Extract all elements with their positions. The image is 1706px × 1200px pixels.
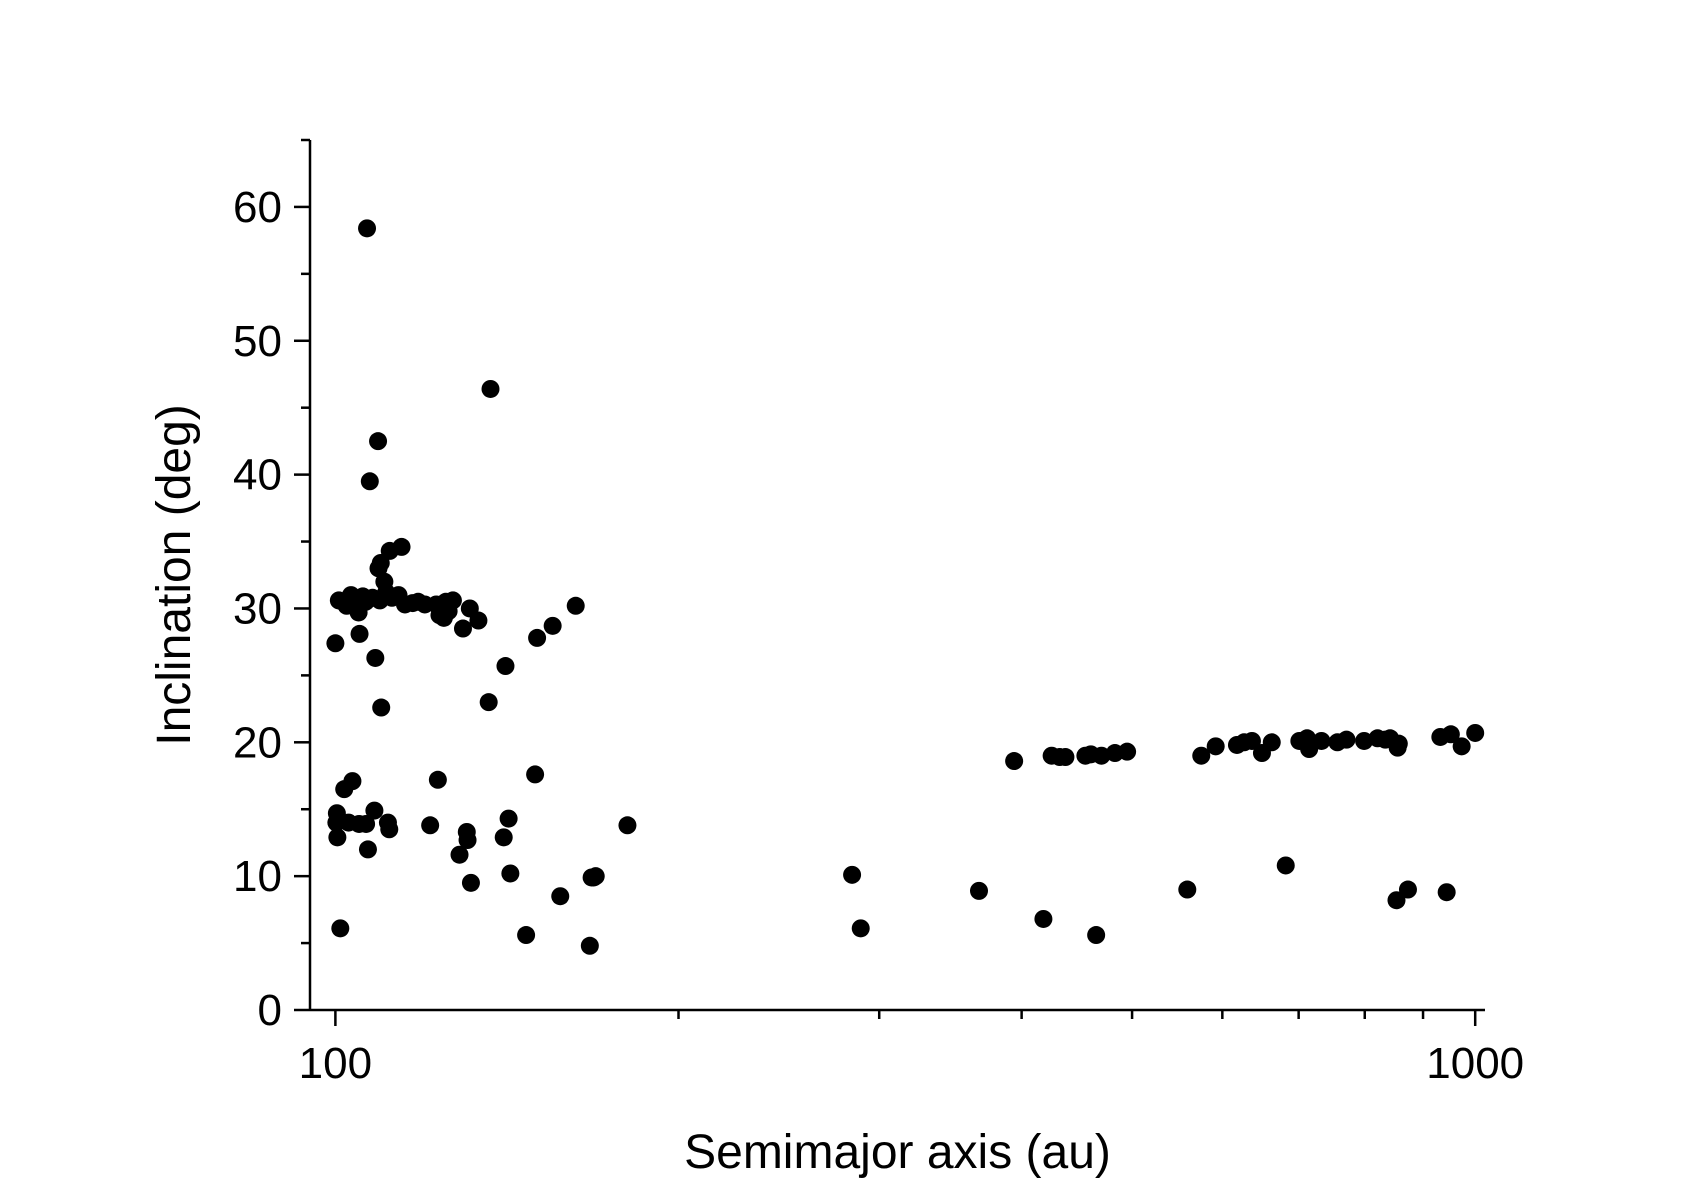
data-point bbox=[566, 596, 585, 615]
data-point bbox=[479, 693, 498, 712]
data-point bbox=[1034, 909, 1053, 928]
data-point bbox=[1337, 730, 1356, 749]
data-point bbox=[461, 873, 480, 892]
data-point bbox=[360, 472, 379, 491]
data-point bbox=[528, 628, 547, 647]
y-tick-label: 40 bbox=[233, 451, 282, 500]
data-point bbox=[580, 936, 599, 955]
data-point bbox=[1206, 737, 1225, 756]
y-tick-label: 60 bbox=[233, 183, 282, 232]
data-point bbox=[501, 864, 520, 883]
data-point bbox=[366, 648, 385, 667]
data-point bbox=[1312, 731, 1331, 750]
data-point bbox=[1092, 746, 1111, 765]
x-axis-title: Semimajor axis (au) bbox=[684, 1126, 1111, 1179]
data-point bbox=[517, 926, 536, 945]
data-point bbox=[443, 591, 462, 610]
data-point bbox=[358, 219, 377, 238]
data-point bbox=[551, 887, 570, 906]
data-point bbox=[1452, 737, 1471, 756]
y-tick-label: 30 bbox=[233, 584, 282, 633]
data-point bbox=[328, 828, 347, 847]
data-point bbox=[1242, 731, 1261, 750]
data-point bbox=[331, 919, 350, 938]
data-point bbox=[481, 379, 500, 398]
data-point bbox=[343, 772, 362, 791]
data-point bbox=[1437, 883, 1456, 902]
data-point bbox=[1192, 746, 1211, 765]
data-point bbox=[1262, 733, 1281, 752]
data-point bbox=[357, 814, 376, 833]
data-point bbox=[428, 770, 447, 789]
axes: 0 10 20 30 40 50 60 100 1000 bbox=[233, 138, 1524, 1088]
data-points bbox=[326, 219, 1485, 955]
data-point bbox=[1389, 734, 1408, 753]
data-point bbox=[1087, 926, 1106, 945]
data-point bbox=[450, 845, 469, 864]
data-point bbox=[350, 624, 369, 643]
data-point bbox=[1387, 891, 1406, 910]
data-point bbox=[618, 816, 637, 835]
data-point bbox=[586, 867, 605, 886]
data-point bbox=[372, 698, 391, 717]
data-point bbox=[453, 619, 472, 638]
data-point bbox=[365, 801, 384, 820]
data-point bbox=[1276, 856, 1295, 875]
data-point bbox=[1466, 723, 1485, 742]
data-point bbox=[1398, 880, 1417, 899]
data-point bbox=[369, 432, 388, 451]
data-point bbox=[1441, 725, 1460, 744]
tick-labels: 0 10 20 30 40 50 60 100 1000 bbox=[233, 183, 1524, 1088]
data-point bbox=[1355, 731, 1374, 750]
x-tick-label: 100 bbox=[299, 1039, 372, 1088]
data-point bbox=[1056, 748, 1075, 767]
data-point bbox=[494, 828, 513, 847]
y-tick-label: 10 bbox=[233, 852, 282, 901]
data-point bbox=[526, 765, 545, 784]
y-tick-label: 20 bbox=[233, 718, 282, 767]
data-point bbox=[499, 809, 518, 828]
y-tick-label: 50 bbox=[233, 317, 282, 366]
data-point bbox=[358, 840, 377, 859]
axis-ticks bbox=[294, 138, 1477, 1026]
data-point bbox=[543, 616, 562, 635]
data-point bbox=[851, 919, 870, 938]
y-tick-label: 0 bbox=[258, 986, 282, 1035]
data-point bbox=[970, 881, 989, 900]
data-point bbox=[1005, 752, 1024, 771]
y-axis-title: Inclination (deg) bbox=[148, 404, 201, 746]
data-point bbox=[1178, 880, 1197, 899]
data-point bbox=[458, 831, 477, 850]
data-point bbox=[1118, 742, 1137, 761]
data-point bbox=[326, 634, 345, 653]
data-point bbox=[469, 611, 488, 630]
data-point bbox=[392, 537, 411, 556]
data-point bbox=[421, 816, 440, 835]
data-point bbox=[380, 820, 399, 839]
data-point bbox=[843, 865, 862, 884]
data-point bbox=[496, 657, 515, 676]
x-tick-label: 1000 bbox=[1426, 1039, 1524, 1088]
